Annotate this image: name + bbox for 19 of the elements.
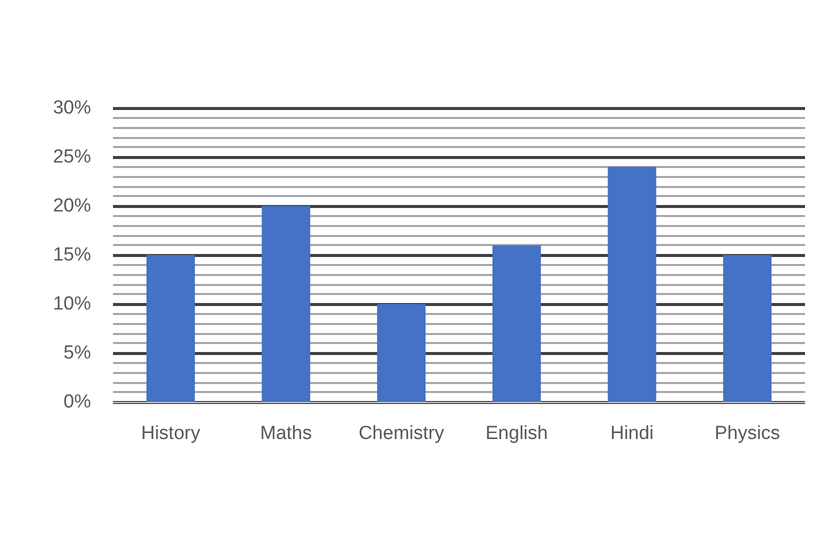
x-tick-label: English — [486, 423, 548, 444]
bar — [723, 255, 772, 402]
bar — [377, 304, 426, 402]
y-tick-label: 5% — [64, 342, 92, 364]
y-tick-label: 25% — [52, 146, 92, 168]
y-tick-label: 10% — [52, 294, 92, 314]
bar — [146, 255, 195, 402]
x-tick-label: Hindi — [610, 423, 654, 444]
y-tick-label: 15% — [52, 244, 92, 266]
y-tick-label: 20% — [52, 196, 92, 216]
x-tick-label: Physics — [714, 423, 780, 444]
y-tick-label: 30% — [52, 98, 92, 118]
bar — [492, 245, 541, 402]
x-tick-label: Maths — [260, 423, 312, 444]
bar — [262, 206, 310, 402]
bar — [608, 166, 656, 402]
y-tick-label: 0% — [64, 392, 92, 412]
x-tick-label: Chemistry — [358, 423, 445, 444]
x-tick-label: History — [141, 423, 201, 444]
